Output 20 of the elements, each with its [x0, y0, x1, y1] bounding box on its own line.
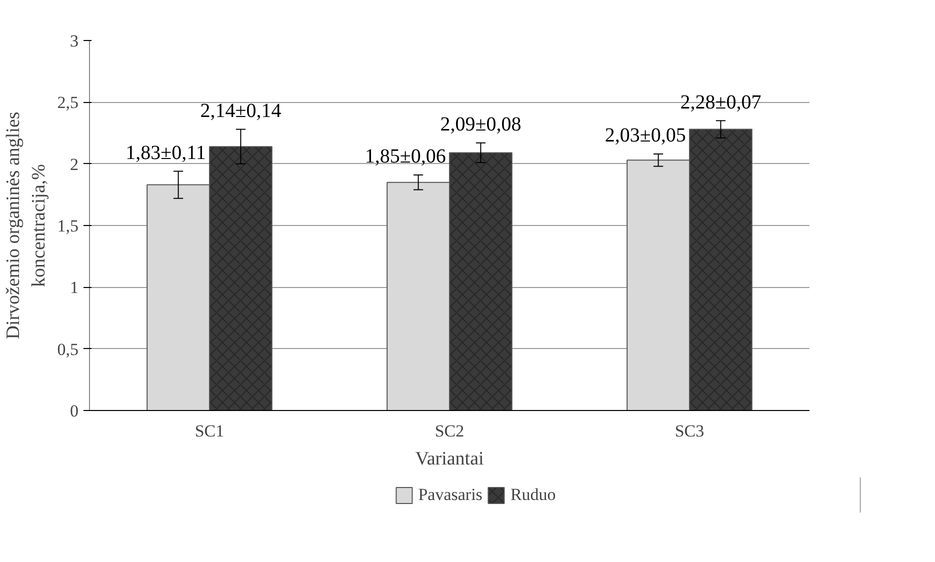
data-label: 2,03±0,05 — [604, 124, 686, 147]
x-tick-label: SC3 — [674, 422, 704, 440]
x-tick-label: SC1 — [194, 422, 224, 440]
y-tick-label: 1,5 — [57, 216, 78, 236]
y-tick-label: 2,5 — [57, 93, 78, 112]
data-label: 1,83±0,11 — [126, 142, 206, 164]
y-tick-label: 1 — [70, 278, 78, 298]
y-tick-label: 3 — [70, 32, 78, 50]
legend-label: Ruduo — [510, 484, 556, 504]
data-label: 2,28±0,07 — [680, 91, 762, 114]
y-tick-label: 2 — [70, 154, 78, 174]
legend-label: Pavasaris — [418, 484, 482, 504]
data-label: 2,09±0,08 — [440, 113, 522, 136]
x-axis-title: Variantai — [415, 448, 484, 470]
x-tick-label: SC2 — [434, 422, 464, 440]
y-tick-label: 0,5 — [57, 340, 78, 359]
data-label: 1,85±0,06 — [364, 146, 446, 168]
data-label: 2,14±0,14 — [200, 100, 282, 122]
y-axis-title: Dirvožemio organinės anglies koncentracija,% — [3, 112, 50, 340]
y-tick-label: 0 — [70, 402, 78, 420]
